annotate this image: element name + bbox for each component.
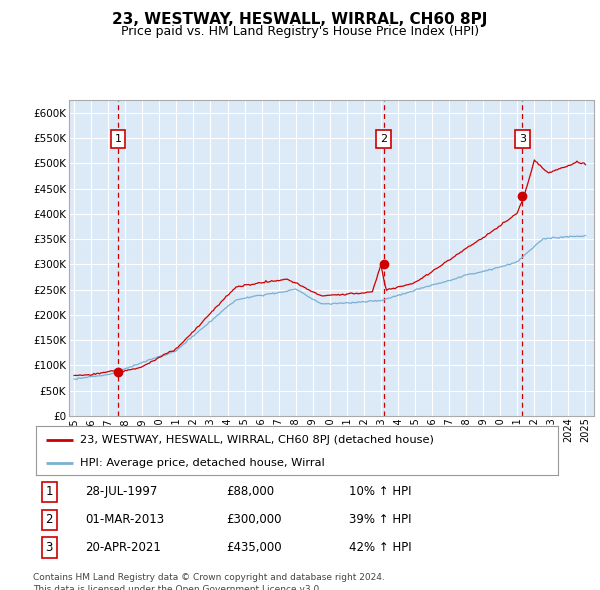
Text: HPI: Average price, detached house, Wirral: HPI: Average price, detached house, Wirr… <box>80 458 325 468</box>
Text: 3: 3 <box>46 541 53 554</box>
Text: 39% ↑ HPI: 39% ↑ HPI <box>349 513 412 526</box>
Text: 01-MAR-2013: 01-MAR-2013 <box>86 513 165 526</box>
Text: Contains HM Land Registry data © Crown copyright and database right 2024.
This d: Contains HM Land Registry data © Crown c… <box>33 573 385 590</box>
Text: 2: 2 <box>46 513 53 526</box>
Text: £435,000: £435,000 <box>227 541 282 554</box>
Text: 20-APR-2021: 20-APR-2021 <box>86 541 161 554</box>
Text: 2: 2 <box>380 134 387 144</box>
Text: Price paid vs. HM Land Registry's House Price Index (HPI): Price paid vs. HM Land Registry's House … <box>121 25 479 38</box>
Text: 3: 3 <box>519 134 526 144</box>
Text: 1: 1 <box>115 134 122 144</box>
Text: 10% ↑ HPI: 10% ↑ HPI <box>349 486 412 499</box>
Text: 23, WESTWAY, HESWALL, WIRRAL, CH60 8PJ: 23, WESTWAY, HESWALL, WIRRAL, CH60 8PJ <box>112 12 488 27</box>
Text: 23, WESTWAY, HESWALL, WIRRAL, CH60 8PJ (detached house): 23, WESTWAY, HESWALL, WIRRAL, CH60 8PJ (… <box>80 435 434 445</box>
Text: 28-JUL-1997: 28-JUL-1997 <box>86 486 158 499</box>
Text: £300,000: £300,000 <box>227 513 282 526</box>
Text: £88,000: £88,000 <box>227 486 275 499</box>
Text: 42% ↑ HPI: 42% ↑ HPI <box>349 541 412 554</box>
Text: 1: 1 <box>46 486 53 499</box>
